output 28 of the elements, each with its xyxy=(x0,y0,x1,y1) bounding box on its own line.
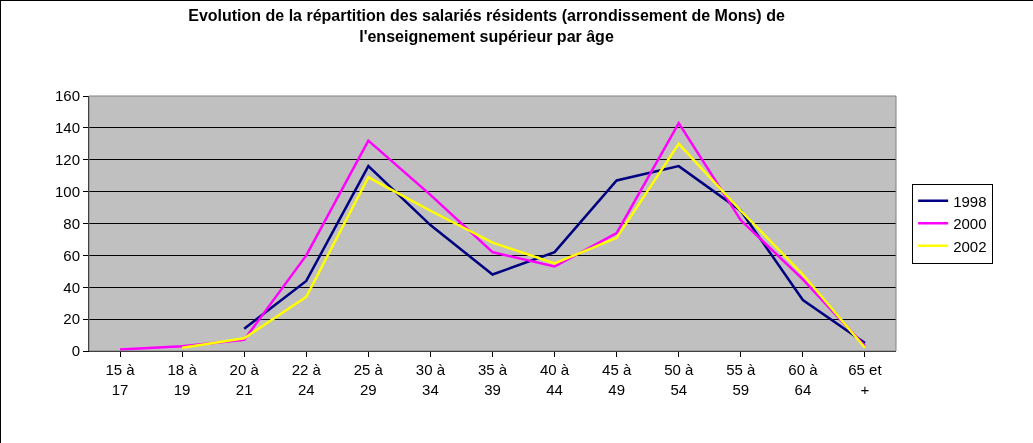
x-tick-label: 18 à 19 xyxy=(167,361,198,398)
x-tick-label: 25 à 29 xyxy=(353,361,384,398)
x-tick-label: 22 à 24 xyxy=(291,361,322,398)
y-tick-label: 40 xyxy=(63,278,80,296)
y-tick-label: 160 xyxy=(54,87,80,105)
y-tick-label: 80 xyxy=(63,214,80,232)
x-tick-label: 65 et + xyxy=(848,361,883,398)
x-tick-label: 40 à 44 xyxy=(539,361,570,398)
x-tick-label: 60 à 64 xyxy=(788,361,819,398)
x-tick-label: 15 à 17 xyxy=(105,361,136,398)
chart-title: Evolution de la répartition des salariés résidents (arrondissement de Mons) de l'enseignement supérieur par âge xyxy=(188,6,785,45)
y-tick-label: 60 xyxy=(63,246,80,264)
x-tick-label: 50 à 54 xyxy=(664,361,694,398)
legend-label: 2000 xyxy=(953,215,987,233)
legend-label: 2002 xyxy=(953,237,987,255)
x-tick-label: 45 à 49 xyxy=(602,361,632,398)
y-tick-label: 140 xyxy=(54,119,80,137)
legend-label: 1998 xyxy=(953,192,987,210)
y-tick-label: 100 xyxy=(54,182,80,200)
x-tick-label: 20 à 21 xyxy=(229,361,260,398)
x-tick-label: 35 à 39 xyxy=(477,361,508,398)
line-series xyxy=(180,142,867,350)
y-tick-label: 20 xyxy=(63,310,80,328)
x-tick-label: 55 à 59 xyxy=(726,361,757,398)
y-tick-label: 0 xyxy=(71,342,80,360)
y-tick-label: 120 xyxy=(54,151,80,168)
line-series xyxy=(242,164,867,345)
x-tick-label: 30 à 34 xyxy=(415,361,446,398)
